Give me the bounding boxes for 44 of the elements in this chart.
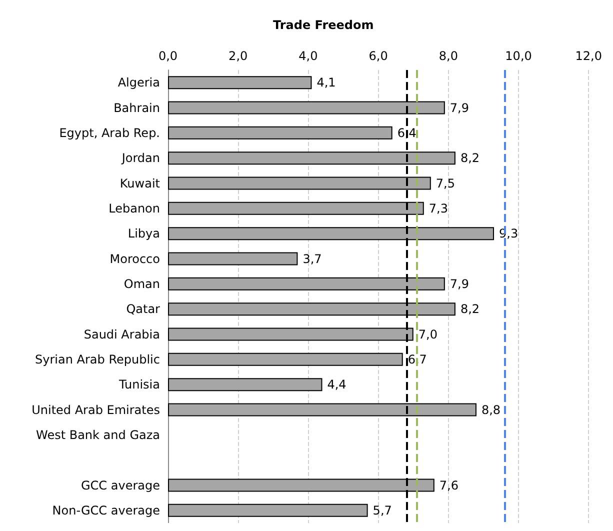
y-tick-label: Jordan [120,151,160,166]
y-tick-label: Kuwait [120,176,160,190]
y-tick-label: GCC average [81,478,160,492]
data-label: 7,6 [439,478,458,492]
data-label: 5,7 [372,503,392,518]
data-label: 7,5 [436,176,455,190]
y-tick-label: Oman [124,276,160,291]
y-tick-label: Bahrain [114,100,160,115]
data-label: 8,2 [460,151,480,166]
bar [168,76,312,90]
data-label: 8,8 [481,402,501,417]
y-tick-label: Algeria [118,76,160,90]
data-label: 7,0 [418,327,438,342]
y-tick-label: Tunisia [118,378,160,392]
data-label: 7,9 [450,100,470,115]
bar [168,378,322,392]
y-tick-label: Saudi Arabia [84,327,160,342]
bar [168,352,403,366]
x-tick-label: 6,0 [368,49,388,63]
data-label: 3,7 [302,252,322,266]
bar [168,504,368,517]
bar [168,126,392,140]
x-tick-label: 12,0 [575,49,602,63]
x-tick-label: 2,0 [228,49,248,63]
data-label: 7,9 [450,276,470,291]
data-label: 4,1 [316,76,336,90]
data-label: 7,3 [428,201,448,216]
y-tick-label: Morocco [110,252,160,266]
y-tick-label: Lebanon [108,201,160,216]
y-tick-label: Syrian Arab Republic [35,352,160,366]
data-label: 4,4 [327,378,346,392]
y-tick-label: Qatar [126,302,160,316]
bar [168,252,298,266]
x-tick-label: 0,0 [158,49,178,63]
y-tick-label: Egypt, Arab Rep. [59,126,160,140]
y-tick-label: Libya [128,226,160,241]
x-tick-label: 4,0 [298,49,318,63]
y-tick-label: West Bank and Gaza [36,428,160,442]
y-tick-label: United Arab Emirates [32,402,160,417]
x-tick-label: 10,0 [505,49,532,63]
y-tick-label: Non-GCC average [52,503,160,518]
x-tick-label: 8,0 [438,49,458,63]
data-label: 8,2 [460,302,480,316]
chart-title: Trade Freedom [273,18,374,32]
